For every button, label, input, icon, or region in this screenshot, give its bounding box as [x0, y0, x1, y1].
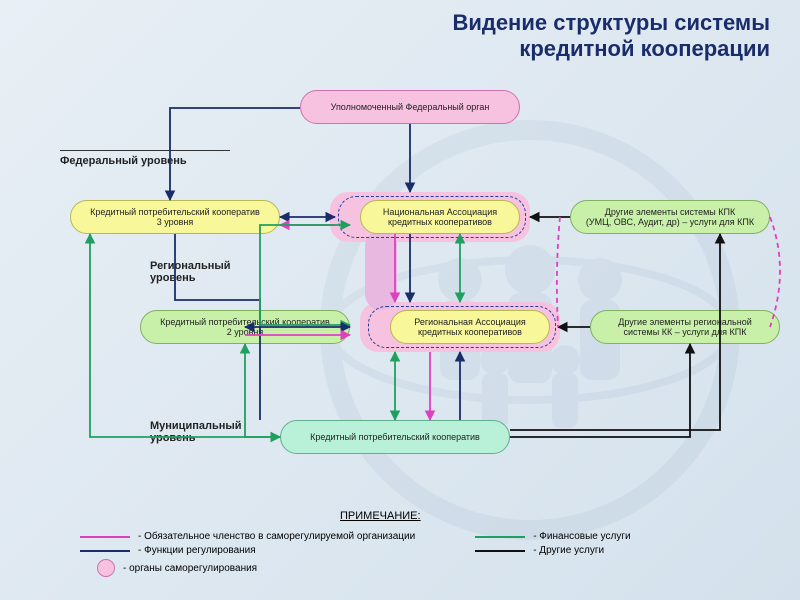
node-reg_assoc: Региональная Ассоциация кредитных коопер… — [390, 310, 550, 344]
page-title: Видение структуры системы кредитной кооп… — [452, 10, 770, 63]
node-kpk3: Кредитный потребительский кооператив 3 у… — [70, 200, 280, 234]
legend-item: - Функции регулирования — [80, 545, 415, 556]
node-vert_halo — [365, 230, 397, 310]
level-label-federal: Федеральный уровень — [60, 155, 187, 167]
legend-text: - Функции регулирования — [138, 545, 256, 556]
legend-line-icon — [475, 536, 525, 538]
title-line2: кредитной кооперации — [452, 36, 770, 62]
legend-line-icon — [475, 550, 525, 552]
legend-text: - Финансовые услуги — [533, 531, 630, 542]
legend-item: - органы саморегулирования — [80, 559, 415, 577]
legend-text: - Другие услуги — [533, 545, 604, 556]
legend-text: - Обязательное членство в саморегулируем… — [138, 531, 415, 542]
node-kpk1: Кредитный потребительский кооператив — [280, 420, 510, 454]
node-other_reg: Другие элементы региональной системы КК … — [590, 310, 780, 344]
level-label-regional: Региональный уровень — [150, 260, 231, 284]
legend-item: - Другие услуги — [475, 545, 630, 556]
legend-title: ПРИМЕЧАНИЕ: — [340, 510, 631, 522]
title-line1: Видение структуры системы — [452, 10, 770, 36]
node-kpk2: Кредитный потребительский кооператив 2 у… — [140, 310, 350, 344]
legend-line-icon — [80, 550, 130, 552]
legend-item: - Финансовые услуги — [475, 531, 630, 542]
legend-text: - органы саморегулирования — [123, 563, 257, 574]
node-other_kpk: Другие элементы системы КПК (УМЦ, ОВС, А… — [570, 200, 770, 234]
legend-left-col: - Обязательное членство в саморегулируем… — [80, 528, 415, 580]
federal-line — [60, 150, 230, 151]
node-fed_organ: Уполномоченный Федеральный орган — [300, 90, 520, 124]
legend-item: - Обязательное членство в саморегулируем… — [80, 531, 415, 542]
legend: ПРИМЕЧАНИЕ: - Обязательное членство в са… — [80, 510, 631, 580]
node-nat_assoc: Национальная Ассоциация кредитных коопер… — [360, 200, 520, 234]
legend-circle-icon — [97, 559, 115, 577]
legend-right-col: - Финансовые услуги - Другие услуги — [475, 528, 630, 580]
legend-line-icon — [80, 536, 130, 538]
level-label-municipal: Муниципальный уровень — [150, 420, 242, 444]
